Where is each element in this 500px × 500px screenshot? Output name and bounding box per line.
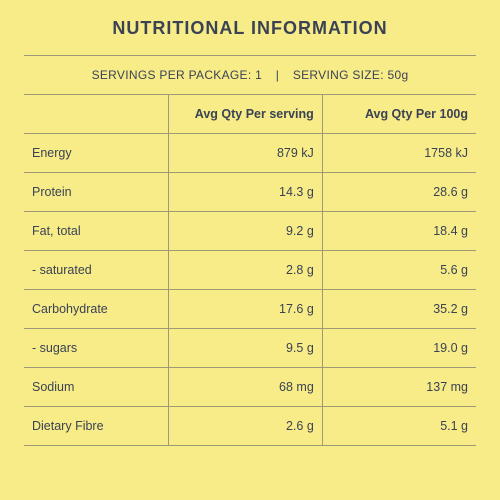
col-header-per-serving: Avg Qty Per serving [169,95,323,134]
servings-separator: | [276,68,279,82]
serving-size-value: 50g [388,68,409,82]
nutrient-label: Sodium [24,368,169,407]
table-row: Sodium68 mg137 mg [24,368,476,407]
nutrient-label: Energy [24,134,169,173]
per-serving-value: 68 mg [169,368,323,407]
per-serving-value: 17.6 g [169,290,323,329]
nutrient-label: Protein [24,173,169,212]
nutrient-label: - saturated [24,251,169,290]
per-100g-value: 5.6 g [322,251,476,290]
per-serving-value: 9.2 g [169,212,323,251]
per-serving-value: 9.5 g [169,329,323,368]
nutrient-label: Dietary Fibre [24,407,169,446]
nutrition-title: NUTRITIONAL INFORMATION [24,18,476,39]
per-100g-value: 35.2 g [322,290,476,329]
per-100g-value: 5.1 g [322,407,476,446]
per-100g-value: 1758 kJ [322,134,476,173]
per-serving-value: 14.3 g [169,173,323,212]
nutrient-label: - sugars [24,329,169,368]
table-header-row: Avg Qty Per serving Avg Qty Per 100g [24,95,476,134]
per-serving-value: 2.8 g [169,251,323,290]
servings-info: SERVINGS PER PACKAGE: 1 | SERVING SIZE: … [24,55,476,95]
per-serving-value: 879 kJ [169,134,323,173]
servings-per-package-label: SERVINGS PER PACKAGE: [92,68,252,82]
per-100g-value: 19.0 g [322,329,476,368]
nutrient-label: Carbohydrate [24,290,169,329]
table-row: Fat, total9.2 g18.4 g [24,212,476,251]
per-serving-value: 2.6 g [169,407,323,446]
col-header-empty [24,95,169,134]
per-100g-value: 18.4 g [322,212,476,251]
table-row: - saturated2.8 g5.6 g [24,251,476,290]
table-row: - sugars9.5 g19.0 g [24,329,476,368]
table-row: Protein14.3 g28.6 g [24,173,476,212]
per-100g-value: 28.6 g [322,173,476,212]
nutrition-table: Avg Qty Per serving Avg Qty Per 100g Ene… [24,95,476,446]
serving-size-label: SERVING SIZE: [293,68,384,82]
per-100g-value: 137 mg [322,368,476,407]
nutrient-label: Fat, total [24,212,169,251]
table-row: Carbohydrate17.6 g35.2 g [24,290,476,329]
col-header-per-100g: Avg Qty Per 100g [322,95,476,134]
table-row: Energy879 kJ1758 kJ [24,134,476,173]
servings-per-package-value: 1 [255,68,262,82]
table-row: Dietary Fibre2.6 g5.1 g [24,407,476,446]
